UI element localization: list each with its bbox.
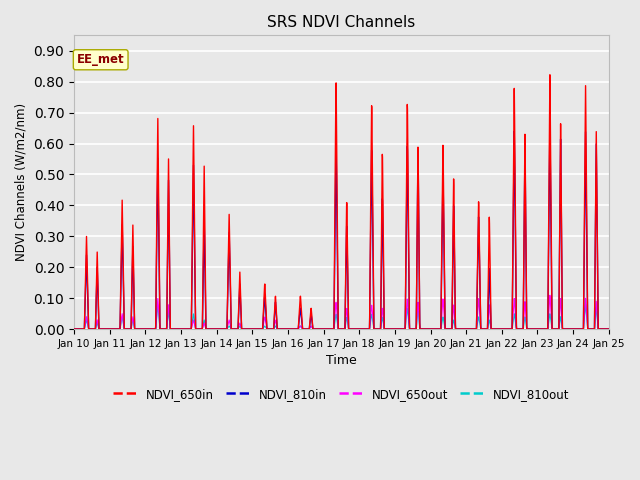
Legend: NDVI_650in, NDVI_810in, NDVI_650out, NDVI_810out: NDVI_650in, NDVI_810in, NDVI_650out, NDV… xyxy=(108,383,575,405)
Y-axis label: NDVI Channels (W/m2/nm): NDVI Channels (W/m2/nm) xyxy=(15,103,28,261)
Text: EE_met: EE_met xyxy=(77,53,125,66)
X-axis label: Time: Time xyxy=(326,354,356,367)
Title: SRS NDVI Channels: SRS NDVI Channels xyxy=(268,15,415,30)
